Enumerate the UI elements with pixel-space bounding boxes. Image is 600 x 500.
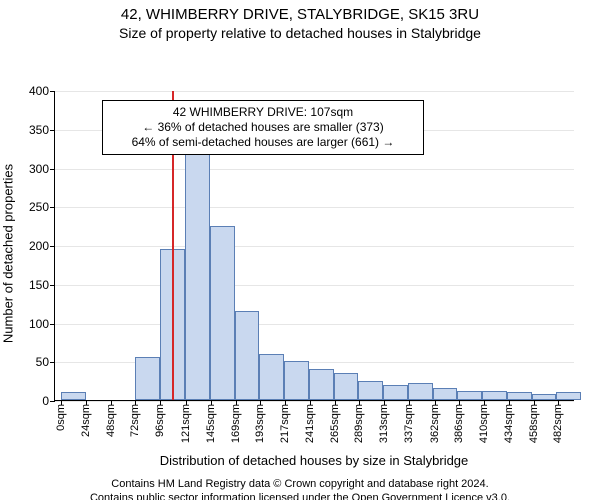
x-tick-label: 193sqm xyxy=(254,404,266,443)
grid-line xyxy=(55,91,574,92)
x-tick-label: 241sqm xyxy=(304,404,316,443)
histogram-bar xyxy=(135,357,160,400)
y-tick-label: 200 xyxy=(29,239,55,253)
histogram-bar xyxy=(408,383,433,400)
histogram-bar xyxy=(532,394,557,400)
footer-line-1: Contains HM Land Registry data © Crown c… xyxy=(0,477,600,491)
histogram-bar xyxy=(185,152,210,400)
y-tick-label: 300 xyxy=(29,162,55,176)
x-tick-label: 410sqm xyxy=(478,404,490,443)
grid-line xyxy=(55,362,574,363)
y-tick-label: 100 xyxy=(29,317,55,331)
grid-line xyxy=(55,285,574,286)
title-line-1: 42, WHIMBERRY DRIVE, STALYBRIDGE, SK15 3… xyxy=(0,6,600,23)
histogram-bar xyxy=(309,369,334,400)
histogram-bar xyxy=(457,391,482,400)
x-tick-label: 96sqm xyxy=(154,404,166,437)
histogram-bar xyxy=(482,391,507,400)
x-tick-label: 24sqm xyxy=(80,404,92,437)
annotation-box: 42 WHIMBERRY DRIVE: 107sqm← 36% of detac… xyxy=(102,100,424,155)
y-axis-label: Number of detached properties xyxy=(1,164,16,343)
annotation-line: 64% of semi-detached houses are larger (… xyxy=(109,135,417,150)
histogram-bar xyxy=(433,388,458,400)
x-tick-label: 72sqm xyxy=(129,404,141,437)
histogram-bar xyxy=(210,226,235,400)
histogram-bar xyxy=(61,392,86,400)
x-tick-label: 145sqm xyxy=(205,404,217,443)
y-tick-label: 250 xyxy=(29,200,55,214)
grid-line xyxy=(55,324,574,325)
grid-line xyxy=(55,169,574,170)
x-tick-label: 337sqm xyxy=(403,404,415,443)
histogram-bar xyxy=(383,385,408,401)
grid-line xyxy=(55,246,574,247)
x-tick-label: 48sqm xyxy=(105,404,117,437)
y-tick-label: 350 xyxy=(29,123,55,137)
x-tick-label: 482sqm xyxy=(552,404,564,443)
x-tick-label: 313sqm xyxy=(378,404,390,443)
histogram-bar xyxy=(507,392,532,400)
grid-line xyxy=(55,207,574,208)
y-tick-label: 0 xyxy=(42,394,55,408)
annotation-line: 42 WHIMBERRY DRIVE: 107sqm xyxy=(109,105,417,120)
x-tick-label: 169sqm xyxy=(230,404,242,443)
grid-line xyxy=(55,401,574,402)
histogram-bar xyxy=(284,361,309,400)
x-tick-label: 362sqm xyxy=(429,404,441,443)
histogram-bar xyxy=(235,311,260,400)
plot-region: 05010015020025030035040042 WHIMBERRY DRI… xyxy=(54,91,574,401)
y-tick-label: 50 xyxy=(36,355,55,369)
x-tick-label: 265sqm xyxy=(329,404,341,443)
x-axis-label: Distribution of detached houses by size … xyxy=(54,453,574,468)
histogram-bar xyxy=(556,392,581,400)
annotation-line: ← 36% of detached houses are smaller (37… xyxy=(109,120,417,135)
x-tick-label: 121sqm xyxy=(180,404,192,443)
x-tick-label: 289sqm xyxy=(353,404,365,443)
histogram-bar xyxy=(259,354,284,401)
x-tick-label: 217sqm xyxy=(279,404,291,443)
y-tick-label: 150 xyxy=(29,278,55,292)
x-tick-label: 434sqm xyxy=(503,404,515,443)
x-tick-label: 386sqm xyxy=(453,404,465,443)
histogram-bar xyxy=(358,381,383,400)
x-tick-label: 0sqm xyxy=(55,404,67,431)
histogram-bar xyxy=(334,373,359,400)
footer-attribution: Contains HM Land Registry data © Crown c… xyxy=(0,477,600,500)
x-tick-label: 458sqm xyxy=(528,404,540,443)
title-line-2: Size of property relative to detached ho… xyxy=(0,25,600,41)
y-tick-label: 400 xyxy=(29,84,55,98)
footer-line-2: Contains public sector information licen… xyxy=(0,491,600,500)
